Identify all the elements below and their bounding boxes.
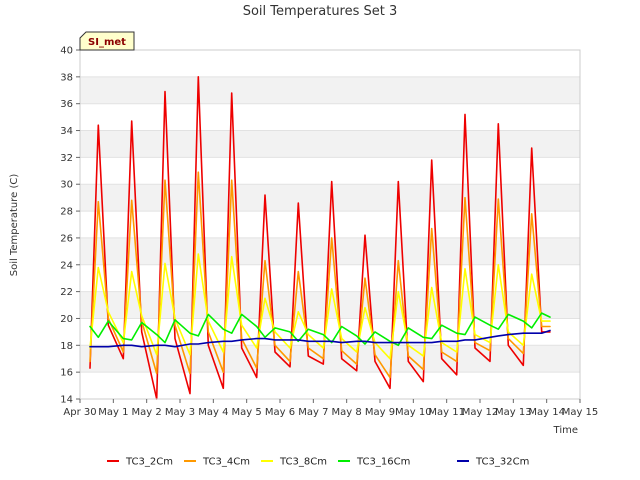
series-line-tc3-32cm <box>89 329 551 348</box>
y-tick-label: 28 <box>60 207 73 218</box>
x-axis-title: Time <box>553 425 578 436</box>
grid-band <box>80 130 580 158</box>
legend-label-tc3-2cm: TC3_2Cm <box>125 457 173 468</box>
x-tick-label: May 14 <box>528 407 565 418</box>
series-line-tc3-16cm <box>89 312 551 347</box>
y-tick-label: 24 <box>60 260 73 271</box>
series-line-tc3-8cm <box>89 253 551 360</box>
station-badge-label: SI_met <box>88 37 126 48</box>
series-line-tc3-2cm <box>89 76 551 400</box>
x-tick-label: May 13 <box>495 407 532 418</box>
x-tick-label: May 10 <box>395 407 432 418</box>
x-tick-label: May 12 <box>462 407 499 418</box>
legend-label-tc3-16cm: TC3_16Cm <box>356 457 410 468</box>
x-axis-ticks: Apr 30 May 1 May 2 May 3 May 4 May 5 May 6 May … <box>63 399 598 418</box>
series-lines <box>89 76 551 400</box>
y-tick-label: 30 <box>60 180 73 191</box>
x-tick-label: May 6 <box>265 407 295 418</box>
series-line-tc3-4cm <box>89 171 551 379</box>
x-tick-label: May 3 <box>165 407 195 418</box>
x-tick-label: Apr 30 <box>63 407 96 418</box>
y-axis-title: Soil Temperature (C) <box>9 174 20 277</box>
station-badge: SI_met <box>79 31 135 51</box>
x-tick-label: May 9 <box>365 407 395 418</box>
grid-band <box>80 372 580 399</box>
x-tick-label: May 7 <box>298 407 328 418</box>
x-tick-label: May 11 <box>428 407 465 418</box>
y-tick-label: 16 <box>60 368 73 379</box>
y-tick-label: 14 <box>60 395 73 406</box>
x-tick-label: May 1 <box>98 407 128 418</box>
grid-band <box>80 76 580 104</box>
y-tick-label: 18 <box>60 341 73 352</box>
y-tick-label: 20 <box>60 314 73 325</box>
x-tick-label: May 2 <box>132 407 162 418</box>
grid-band <box>80 50 580 77</box>
x-tick-label: May 4 <box>198 407 228 418</box>
y-tick-label: 22 <box>60 287 73 298</box>
grid-band <box>80 157 580 185</box>
x-tick-label: May 15 <box>562 407 599 418</box>
y-tick-label: 26 <box>60 233 73 244</box>
y-tick-label: 34 <box>60 126 73 137</box>
legend: TC3_2Cm TC3_4Cm TC3_8Cm TC3_16Cm TC3_32Cm <box>107 457 529 468</box>
legend-label-tc3-32cm: TC3_32Cm <box>475 457 529 468</box>
y-tick-label: 40 <box>60 46 73 57</box>
x-tick-label: May 5 <box>232 407 262 418</box>
y-axis-ticks: 14 16 18 20 22 24 26 28 30 32 34 36 38 40 <box>60 46 80 406</box>
grid-band <box>80 103 580 131</box>
legend-label-tc3-8cm: TC3_8Cm <box>279 457 327 468</box>
chart-title: Soil Temperatures Set 3 <box>243 4 398 19</box>
y-tick-label: 32 <box>60 153 73 164</box>
legend-label-tc3-4cm: TC3_4Cm <box>202 457 250 468</box>
y-tick-label: 36 <box>60 99 73 110</box>
x-tick-label: May 8 <box>332 407 362 418</box>
plot-frame <box>79 49 581 400</box>
y-tick-label: 38 <box>60 72 73 83</box>
grid-band <box>80 345 580 373</box>
